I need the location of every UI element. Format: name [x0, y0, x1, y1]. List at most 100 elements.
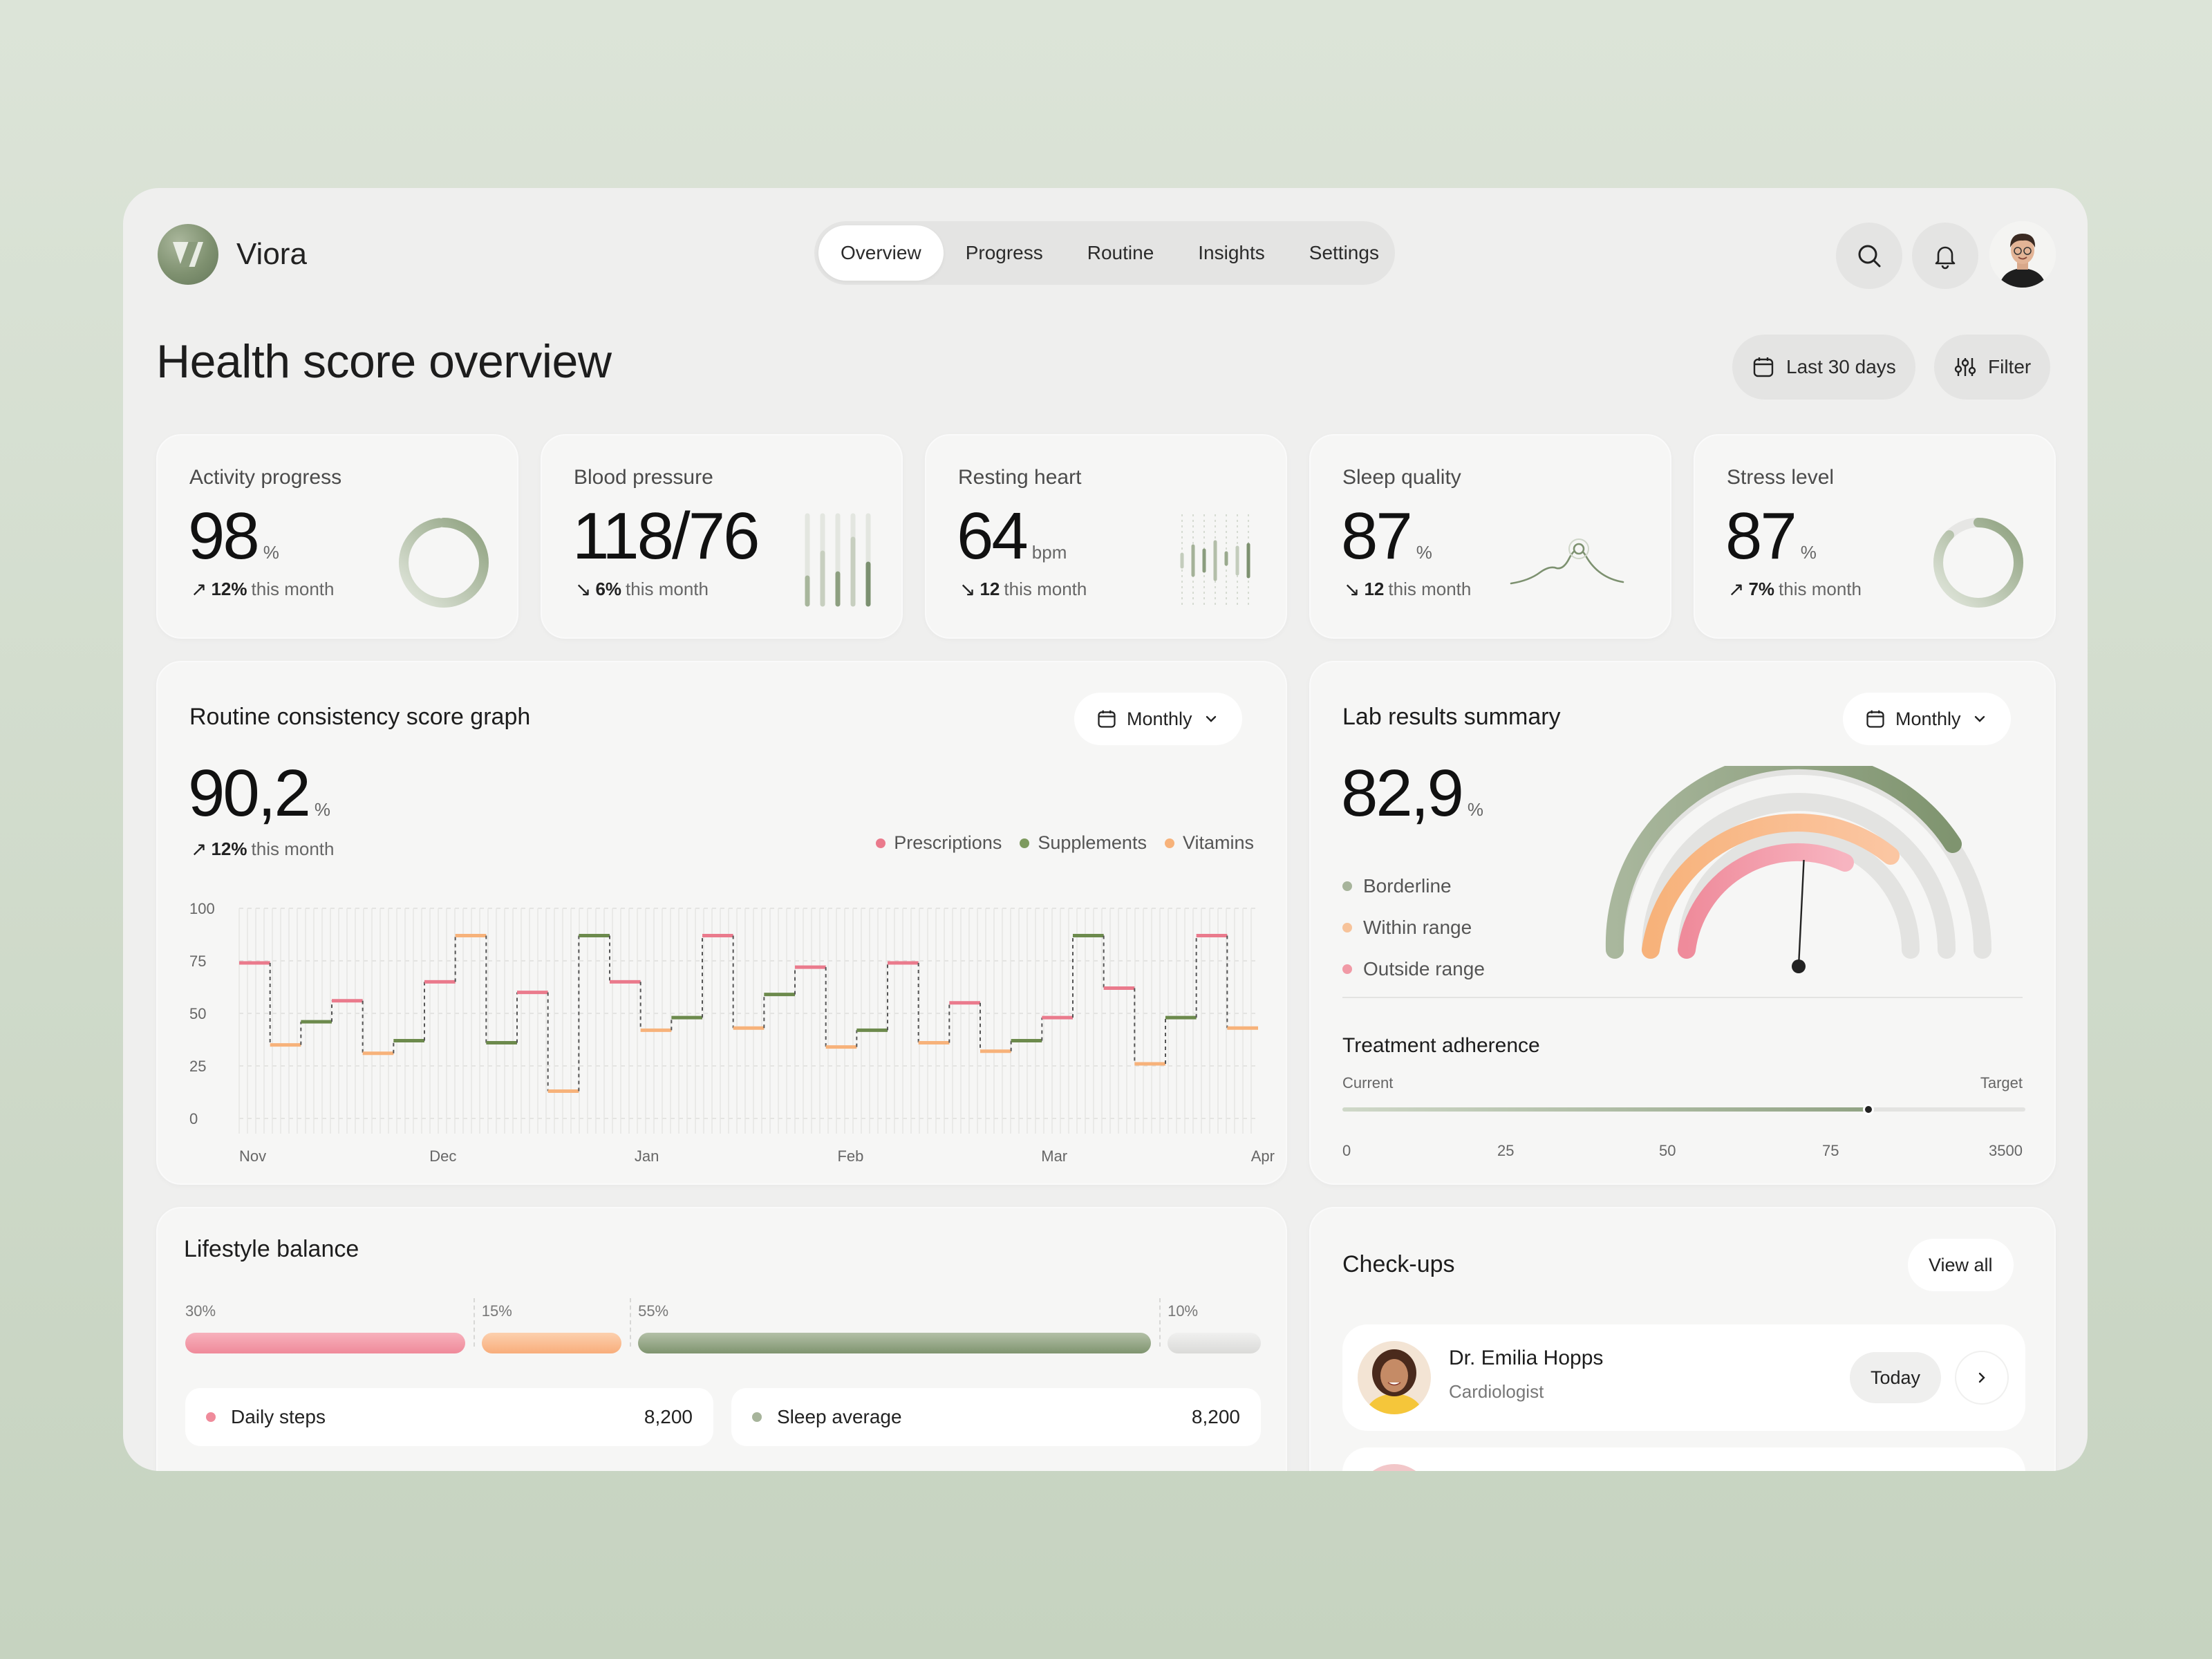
trend-arrow-icon: ↗ [1728, 579, 1745, 600]
user-avatar-icon [1989, 221, 2056, 288]
stat-label: Stress level [1727, 466, 1835, 489]
stat-label: Sleep quality [1342, 466, 1461, 489]
tab-settings[interactable]: Settings [1309, 242, 1379, 263]
y-tick-label: 100 [189, 900, 215, 917]
trend-arrow-icon: ↘ [1344, 579, 1360, 600]
lifestyle-row-steps[interactable]: Daily steps 8,200 [185, 1388, 713, 1446]
blood-pressure-bars-icon [805, 513, 871, 607]
calendar-icon [1098, 710, 1116, 728]
stat-change: ↗ 12% this month [191, 579, 335, 600]
stat-card-sleep-quality[interactable]: Sleep quality 87% ↘ 12 this month [1309, 434, 1671, 639]
chevron-down-icon [1206, 715, 1216, 722]
main-nav: Overview Progress Routine Insights Setti… [814, 221, 1395, 285]
y-tick-label: 50 [189, 1005, 206, 1022]
routine-period-dropdown[interactable]: Monthly [1074, 693, 1242, 745]
checkup-row-partial[interactable] [1342, 1447, 2025, 1471]
row-label: Daily steps [231, 1406, 326, 1427]
segment-bar[interactable] [1168, 1333, 1261, 1353]
legend-prescriptions: Prescriptions [876, 832, 1002, 854]
stat-label: Resting heart [958, 466, 1082, 489]
stat-label: Blood pressure [574, 466, 713, 489]
adherence-progress-track [1342, 1104, 2025, 1115]
segment-bar[interactable] [185, 1333, 465, 1353]
x-tick-label: Feb [837, 1147, 863, 1165]
trend-arrow-icon: ↗ [191, 579, 207, 600]
stat-value: 64 bpm [957, 499, 1067, 573]
doctor-name: Dr. Emilia Hopps [1449, 1347, 1604, 1369]
doctor-avatar [1358, 1341, 1431, 1414]
filter-button[interactable]: Filter [1934, 335, 2051, 400]
stat-change: ↗ 7% this month [1728, 579, 1862, 600]
checkups-card: Check-ups View all Dr. Emilia Hopps Card… [1309, 1207, 2056, 1471]
adherence-tick: 3500 [1989, 1142, 2023, 1159]
stat-card-activity[interactable]: Activity progress 98% ↗ 12% this month [156, 434, 518, 639]
legend-vitamins: Vitamins [1164, 832, 1254, 854]
tab-progress[interactable]: Progress [965, 242, 1043, 263]
checkup-date-badge: Today [1850, 1352, 1942, 1403]
dashboard-window: Viora Overview Progress Routine Insights… [123, 188, 2088, 1471]
stat-change: ↘ 12 this month [1344, 579, 1472, 600]
calendar-icon [1753, 357, 1774, 377]
routine-legend: Prescriptions Supplements Vitamins [876, 832, 1254, 854]
segment-bar[interactable] [638, 1333, 1152, 1353]
user-avatar[interactable] [1989, 221, 2056, 288]
app-name: Viora [236, 237, 307, 271]
lifestyle-title: Lifestyle balance [184, 1236, 359, 1262]
x-tick-label: Nov [239, 1147, 266, 1165]
segment-divider [473, 1298, 475, 1347]
lifestyle-row-sleep[interactable]: Sleep average 8,200 [731, 1388, 1261, 1446]
legend-borderline: Borderline [1342, 865, 1485, 907]
stat-value: 87% [1725, 499, 1817, 573]
app-logo[interactable]: Viora [158, 224, 307, 285]
row-label: Sleep average [777, 1406, 902, 1427]
doctor-role: Cardiologist [1449, 1381, 1544, 1402]
lifestyle-balance-card: Lifestyle balance 30% 15% 55% 10% Daily ste… [156, 1207, 1287, 1471]
bell-icon [1935, 246, 1956, 270]
adherence-progress-fill [1342, 1107, 1868, 1112]
checkups-title: Check-ups [1342, 1251, 1455, 1277]
divider [1342, 997, 2023, 998]
stat-card-resting-heart[interactable]: Resting heart 64 bpm ↘ 12 this month [925, 434, 1287, 639]
x-tick-label: Dec [429, 1147, 456, 1165]
routine-step-chart: 100 75 50 25 0 Nov Dec Jan Feb Mar Apr [189, 900, 1275, 1165]
x-tick-label: Mar [1041, 1147, 1067, 1165]
adherence-tick: 50 [1659, 1142, 1676, 1159]
row-value: 8,200 [1191, 1406, 1240, 1427]
lab-legend: Borderline Within range Outside range [1342, 865, 1485, 990]
stat-value: 87% [1341, 499, 1432, 573]
stat-card-stress-level[interactable]: Stress level 87% ↗ 7% this month [1694, 434, 2056, 639]
sliders-icon [1954, 358, 1976, 376]
checkup-open-button[interactable] [1956, 1352, 2007, 1403]
view-all-button[interactable]: View all [1908, 1239, 2014, 1291]
lab-results-card: Lab results summary Monthly 82,9% Border… [1309, 661, 2056, 1185]
tab-overview[interactable]: Overview [818, 225, 944, 281]
lab-period-dropdown[interactable]: Monthly [1843, 693, 2011, 745]
activity-ring-chart [399, 518, 489, 608]
calendar-icon [1866, 710, 1884, 728]
stat-value: 98% [188, 499, 279, 573]
segment-label: 30% [185, 1302, 216, 1320]
segment-divider [630, 1298, 632, 1347]
row-value: 8,200 [644, 1406, 693, 1427]
adherence-tick: 0 [1342, 1142, 1351, 1159]
period-label: Monthly [1895, 708, 1961, 729]
checkup-row[interactable]: Dr. Emilia Hopps Cardiologist Today [1342, 1324, 2025, 1431]
stress-ring-chart [1933, 518, 2023, 608]
tab-routine[interactable]: Routine [1087, 242, 1154, 263]
adherence-title: Treatment adherence [1342, 1034, 1540, 1057]
date-range-button[interactable]: Last 30 days [1732, 335, 1915, 400]
segment-bar[interactable] [481, 1333, 622, 1353]
segment-label: 10% [1168, 1302, 1199, 1320]
segment-label: 55% [638, 1302, 669, 1320]
heart-rate-bars-icon [1180, 514, 1250, 606]
chevron-right-icon [1978, 1372, 1985, 1383]
adherence-marker[interactable] [1862, 1104, 1874, 1115]
legend-outside-range: Outside range [1342, 948, 1485, 990]
lab-score-value: 82,9% [1341, 756, 1483, 830]
notifications-button[interactable] [1912, 223, 1978, 289]
search-button[interactable] [1836, 223, 1902, 289]
adherence-tick: 25 [1497, 1142, 1515, 1159]
adherence-tick: 75 [1822, 1142, 1839, 1159]
tab-insights[interactable]: Insights [1198, 242, 1265, 263]
stat-card-blood-pressure[interactable]: Blood pressure 118/76 ↘ 6% this month [541, 434, 903, 639]
